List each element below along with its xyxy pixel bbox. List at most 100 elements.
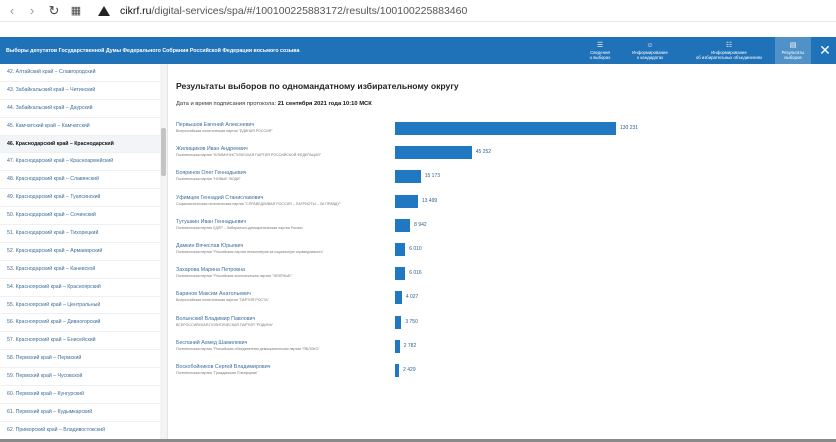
vote-count: 3 750	[405, 318, 418, 325]
candidate-name[interactable]: Баринов Максим Анатольевич	[176, 291, 251, 298]
header-nav: ☰ Сведения о выборах ☺ Информирование о …	[585, 37, 811, 64]
app-header: Выборы депутатов Государственной Думы Фе…	[0, 37, 836, 64]
sidebar-item[interactable]: 50. Краснодарский край – Сочинский	[0, 207, 167, 226]
nav-candidates[interactable]: ☺ Информирование о кандидатах	[615, 37, 685, 64]
vote-bar	[395, 194, 418, 208]
sidebar-item[interactable]: 58. Пермский край – Пермский	[0, 350, 167, 369]
close-button[interactable]: ✕	[819, 42, 831, 58]
nav-sublabel: о выборах	[589, 54, 611, 60]
sidebar-item[interactable]: 56. Красноярский край – Дивногорский	[0, 314, 167, 333]
vote-bar	[395, 146, 472, 160]
document-icon: ☰	[596, 41, 604, 49]
candidate-row: Беспаний Ахмед Шамилевич Политическая пар…	[176, 339, 816, 360]
sidebar-item[interactable]: 57. Красноярский край – Енисейский	[0, 332, 167, 351]
candidate-name[interactable]: Бояринов Олег Геннадьевич	[176, 170, 247, 177]
sidebar-item[interactable]: 49. Краснодарский край – Туапсинский	[0, 189, 167, 208]
candidate-row: Первышов Евгений Алексеевич Всероссийская…	[176, 122, 816, 142]
candidate-row: Захарова Марина Петровна Политическая пар…	[176, 267, 816, 287]
sidebar-item[interactable]: 43. Забайкальский край – Читинский	[0, 82, 167, 100]
vote-bar	[395, 267, 406, 281]
reload-icon[interactable]: ↻	[48, 2, 60, 18]
arrow-left-icon[interactable]: ‹	[9, 3, 15, 18]
vote-count: 6 016	[409, 270, 422, 277]
candidate-name[interactable]: Жилищиков Иван Андреевич	[176, 146, 248, 153]
vote-bar	[395, 339, 400, 353]
vote-bar	[395, 243, 406, 256]
vote-count: 2 782	[403, 342, 417, 349]
candidate-party: Политическая партия ЛДПР – Либерально-де…	[176, 225, 303, 230]
candidate-name[interactable]: Волынский Владимир Павлович	[176, 315, 256, 322]
protocol-label: Дата и время подписания протокола:	[176, 101, 277, 107]
grid-icon[interactable]: ▦	[70, 5, 82, 17]
bottom-border	[0, 439, 836, 442]
sidebar-item[interactable]: 61. Пермский край – Кудымкарский	[0, 404, 167, 422]
scrollbar-thumb[interactable]	[161, 128, 166, 176]
sidebar-item[interactable]: 52. Краснодарский край – Армавирский	[0, 243, 167, 261]
protocol-date: Дата и время подписания протокола: 21 се…	[176, 101, 372, 107]
sidebar-item[interactable]: 47. Краснодарский край – Красноармейский	[0, 153, 167, 172]
nav-label: Информирование	[711, 49, 747, 55]
candidate-name[interactable]: Беспаний Ахмед Шамилевич	[176, 339, 248, 346]
candidate-name[interactable]: Дамкин Вячеслав Юрьевич	[176, 243, 244, 249]
candidate-party: Политическая партия "Российская объедине…	[176, 346, 320, 351]
address-bar[interactable]: cikrf.ru/digital-services/spa/#/10010022…	[120, 5, 467, 17]
url-path: /digital-services/spa/#/100100225883172/…	[151, 4, 468, 17]
candidate-party: Всероссийская политическая партия "ЕДИНА…	[176, 129, 273, 133]
candidate-row: Волынский Владимир Павлович ВСЕРОССИЙСКАЯ…	[176, 315, 816, 336]
candidate-row: Жилищиков Иван Андреевич Политическая пар…	[176, 146, 816, 166]
nav-label: Сведения	[590, 49, 610, 55]
nav-sublabel: выборов	[784, 54, 802, 60]
vote-count: 6 010	[409, 246, 422, 252]
candidate-row: Бояринов Олег Геннадьевич Политическая па…	[176, 170, 816, 190]
sidebar-item[interactable]: 60. Пермский край – Кунгурский	[0, 386, 167, 404]
sidebar-item[interactable]: 44. Забайкальский край – Даурский	[0, 100, 167, 118]
sidebar-item[interactable]: 48. Краснодарский край – Славянский	[0, 171, 167, 190]
sidebar-item[interactable]: 51. Краснодарский край – Тихорецкий	[0, 225, 167, 243]
people-icon: ☺	[646, 41, 654, 49]
sidebar-item[interactable]: 59. Пермский край – Чусовской	[0, 368, 167, 387]
vote-count: 15 173	[424, 173, 441, 180]
candidate-party: ВСЕРОССИЙСКАЯ ПОЛИТИЧЕСКАЯ ПАРТИЯ "РОДИН…	[176, 322, 274, 327]
warning-icon[interactable]	[98, 5, 110, 16]
vote-count: 130 231	[620, 125, 639, 131]
candidate-party: Социалистическая политическая партия "СП…	[176, 201, 341, 206]
nav-sublabel: об избирательных объединениях	[695, 54, 763, 60]
vote-bar	[395, 122, 616, 135]
sidebar-item[interactable]: 53. Краснодарский край – Каневской	[0, 261, 167, 279]
candidate-name[interactable]: Захарова Марина Петровна	[176, 267, 245, 274]
candidate-party: Политическая партия "Российская партия п…	[176, 250, 324, 254]
candidate-party: Политическая партия "Российская экологич…	[176, 274, 293, 279]
vote-bar	[395, 170, 421, 184]
scrollbar-track[interactable]	[160, 64, 167, 440]
sidebar-item[interactable]: 62. Приморский край – Владивостокский	[0, 422, 167, 440]
nav-results[interactable]: ▤ Результаты выборов	[775, 37, 811, 64]
nav-associations[interactable]: ☷ Информирование об избирательных объеди…	[689, 37, 769, 64]
sidebar-item[interactable]: 46. Краснодарский край – Краснодарский	[0, 135, 167, 154]
sidebar-item[interactable]: 55. Красноярский край – Центральный	[0, 297, 167, 315]
results-panel: Результаты выборов по одномандатному изб…	[176, 64, 836, 440]
vote-bar	[395, 315, 402, 329]
vote-bar	[395, 291, 402, 305]
arrow-right-icon[interactable]: ›	[29, 3, 35, 18]
protocol-value: 21 сентября 2021 года 10:10 МСК	[277, 101, 372, 107]
district-sidebar: 42. Алтайский край – Славгородский 43. За…	[0, 64, 168, 440]
candidate-row: Тутушкин Иван Геннадьевич Политическая па…	[176, 218, 816, 239]
candidate-party: Политическая партия "КОММУНИСТИЧЕСКАЯ ПА…	[176, 153, 321, 158]
candidate-name[interactable]: Тутушкин Иван Геннадьевич	[176, 218, 247, 225]
group-icon: ☷	[725, 41, 733, 49]
browser-toolbar: ‹ › ↻ ▦ cikrf.ru/digital-services/spa/#/…	[0, 0, 836, 22]
nav-election-info[interactable]: ☰ Сведения о выборах	[585, 37, 615, 64]
candidate-party: Всероссийская политическая партия "ПАРТИ…	[176, 298, 269, 303]
page-title: Выборы депутатов Государственной Думы Фе…	[6, 47, 300, 54]
candidate-name[interactable]: Первышов Евгений Алексеевич	[176, 122, 255, 128]
sidebar-item[interactable]: 42. Алтайский край – Славгородский	[0, 64, 167, 82]
sidebar-item[interactable]: 54. Красноярский край – Красноярский	[0, 279, 167, 297]
vote-count: 13 499	[421, 197, 438, 204]
vote-bar	[395, 364, 400, 377]
candidate-name[interactable]: Уфимцев Геннадий Станиславович	[176, 194, 264, 201]
district-list: 42. Алтайский край – Славгородский 43. За…	[0, 64, 167, 440]
vote-count: 2 429	[403, 367, 416, 373]
sidebar-item[interactable]: 45. Камчатский край – Камчатский	[0, 118, 167, 136]
candidate-row: Баринов Максим Анатольевич Всероссийская …	[176, 291, 816, 311]
candidate-name[interactable]: Воскобойников Сергей Владимирович	[176, 364, 271, 370]
